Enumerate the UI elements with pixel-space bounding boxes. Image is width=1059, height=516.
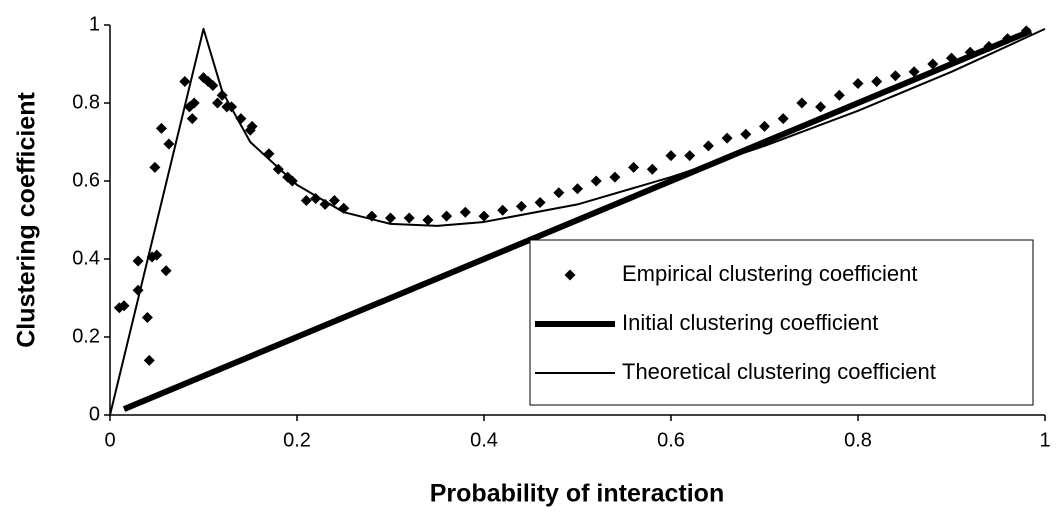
y-tick-label: 0.6: [72, 169, 100, 191]
data-point: [777, 113, 789, 125]
data-point: [328, 195, 340, 206]
y-tick-label: 0.2: [72, 325, 100, 347]
data-point: [871, 76, 883, 88]
data-point: [852, 78, 864, 89]
data-point: [155, 122, 167, 134]
y-tick-label: 0.4: [72, 247, 100, 269]
data-point: [246, 120, 258, 132]
data-point: [609, 171, 621, 183]
data-point: [646, 163, 658, 175]
data-point: [534, 196, 546, 208]
data-point: [403, 212, 415, 224]
data-point: [151, 249, 163, 261]
legend-label: Empirical clustering coefficient: [622, 261, 918, 286]
data-point: [422, 214, 434, 226]
y-axis-title: Clustering coefficient: [13, 92, 41, 348]
data-point: [186, 113, 198, 125]
data-point: [118, 300, 130, 312]
data-point: [665, 150, 677, 162]
x-tick-label: 0.2: [283, 429, 311, 451]
x-tick-label: 0: [104, 429, 115, 451]
data-point: [721, 132, 733, 144]
data-point: [160, 265, 172, 277]
x-axis-title: Probability of interaction: [430, 480, 724, 508]
data-point: [684, 150, 696, 162]
y-tick-label: 1: [89, 13, 100, 35]
data-point: [889, 70, 901, 82]
data-point: [141, 312, 153, 323]
data-point: [590, 175, 602, 187]
data-point: [459, 206, 471, 218]
data-point: [385, 212, 396, 224]
y-tick-label: 0: [89, 403, 100, 425]
data-point: [207, 79, 219, 91]
data-point: [759, 120, 770, 132]
data-point: [149, 161, 161, 173]
data-point: [441, 210, 453, 222]
data-point: [815, 101, 827, 113]
data-point: [143, 354, 155, 366]
data-line: [109, 27, 1046, 416]
legend-label: Initial clustering coefficient: [622, 310, 878, 335]
data-point: [310, 193, 322, 205]
data-point: [319, 198, 331, 210]
data-point: [478, 210, 490, 222]
data-point: [300, 195, 312, 206]
data-point: [628, 161, 640, 173]
data-point: [553, 187, 565, 199]
data-point: [572, 183, 583, 195]
data-point: [515, 200, 527, 212]
data-point: [179, 76, 191, 88]
y-tick-label: 0.8: [72, 91, 100, 113]
data-point: [927, 58, 939, 70]
data-point: [132, 255, 144, 267]
data-point: [497, 204, 509, 216]
data-point: [702, 140, 714, 152]
data-line: [122, 28, 1033, 412]
data-point: [212, 97, 224, 109]
legend-label: Theoretical clustering coefficient: [622, 359, 936, 384]
x-tick-label: 0.6: [657, 429, 685, 451]
data-point: [740, 128, 752, 140]
data-point: [263, 148, 275, 160]
x-tick-label: 0.4: [470, 429, 498, 451]
data-point: [796, 97, 808, 109]
data-point: [908, 66, 920, 78]
data-point: [833, 89, 845, 101]
x-tick-label: 1: [1039, 429, 1050, 451]
x-tick-label: 0.8: [844, 429, 872, 451]
data-point: [163, 138, 175, 150]
data-point: [188, 97, 200, 109]
legend-marker: [564, 269, 576, 281]
